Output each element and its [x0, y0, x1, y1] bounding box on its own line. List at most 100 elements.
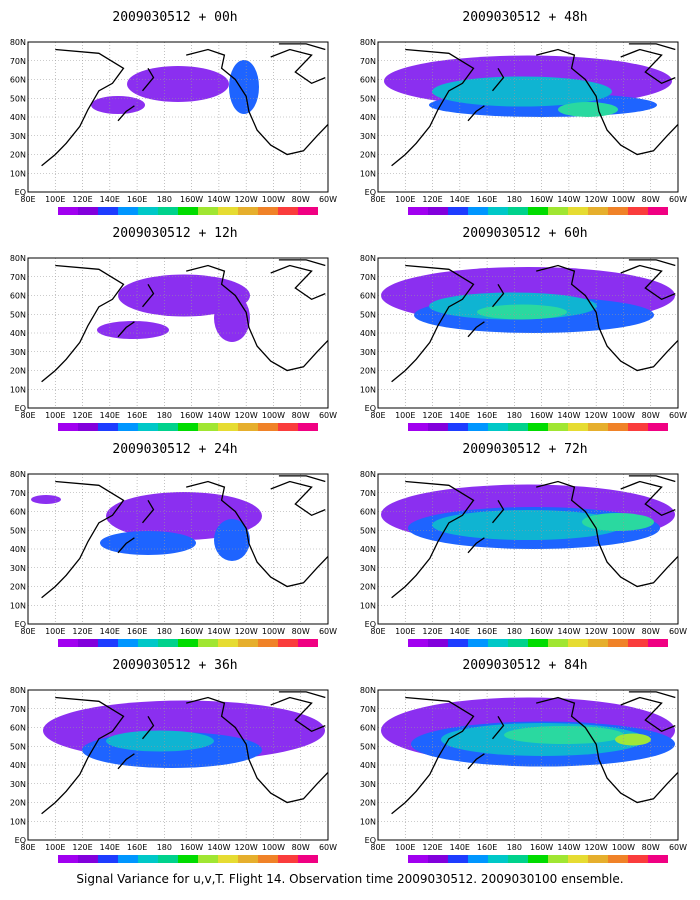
lat-tick-label: 70N	[360, 273, 376, 282]
lat-tick-label: 80N	[10, 470, 26, 479]
map-frame	[27, 473, 329, 625]
lat-tick-label: 10N	[360, 817, 376, 826]
lon-tick-label: 140E	[100, 843, 120, 852]
colorbar-label: 11	[574, 433, 582, 434]
colorbar-label: 5.1	[143, 649, 153, 650]
lon-tick-label: 180	[507, 411, 522, 420]
coastline	[278, 43, 326, 51]
colorbar-swatch	[138, 423, 158, 431]
colorbar-swatch	[648, 423, 668, 431]
colorbar-swatch	[508, 639, 528, 647]
colorbar-swatch	[568, 207, 588, 215]
lon-tick-label: 140E	[450, 411, 470, 420]
colorbar-swatch	[278, 855, 298, 863]
colorbar-swatch	[508, 207, 528, 215]
lat-tick-label: 20N	[10, 583, 26, 592]
map-plot-24h: 80E 100E 120E 140E 160E 180 160W 140W 120W 100W 80…	[10, 470, 340, 650]
colorbar-swatch	[238, 855, 258, 863]
colorbar-label: 6.3	[163, 649, 173, 650]
colorbar-swatch	[648, 207, 668, 215]
lon-tick-label: 100W	[612, 627, 635, 636]
colorbar-label: 14	[594, 217, 602, 218]
colorbar-swatch	[648, 639, 668, 647]
colorbar-swatch	[98, 423, 118, 431]
lat-tick-label: 30N	[10, 564, 26, 573]
map-frame	[27, 257, 329, 409]
colorbar-swatch	[508, 855, 528, 863]
panel-title: 2009030512 + 00h	[112, 10, 238, 25]
lon-tick-label: 80W	[292, 411, 310, 420]
map-svg: 80E 100E 120E 140E 160E 180 160W 140W 120W 100W 80…	[10, 254, 337, 434]
colorbar-label: 5.1	[493, 865, 503, 866]
colorbar-swatch	[468, 207, 488, 215]
lon-tick-label: 120W	[235, 195, 258, 204]
lat-tick-label: 40N	[360, 113, 376, 122]
variance-region	[97, 321, 169, 339]
lon-tick-label: 160E	[127, 627, 147, 636]
lat-tick-label: 80N	[360, 254, 376, 263]
variance-region	[31, 495, 61, 504]
lat-tick-label: 40N	[10, 545, 26, 554]
lon-tick-label: 80E	[370, 843, 385, 852]
panel-title: 2009030512 + 60h	[462, 226, 588, 241]
lat-tick-label: 40N	[360, 329, 376, 338]
colorbar-swatch	[568, 855, 588, 863]
variance-region	[229, 60, 259, 114]
colorbar-label: 3.1	[453, 217, 463, 218]
coastline	[536, 696, 678, 804]
panel-title: 2009030512 + 12h	[112, 226, 238, 241]
colorbar-label: 14	[244, 649, 252, 650]
colorbar-label: 3.1	[453, 649, 463, 650]
panel-title: 2009030512 + 84h	[462, 658, 588, 673]
lon-tick-label: 100E	[395, 843, 415, 852]
lat-tick-label: EQ	[365, 836, 376, 845]
colorbar-swatch	[218, 639, 238, 647]
colorbar-swatch	[298, 207, 318, 215]
lat-tick-label: 30N	[360, 780, 376, 789]
variance-region	[127, 66, 229, 102]
colorbar-swatch	[528, 207, 548, 215]
colorbar-label: 11	[574, 217, 582, 218]
colorbar-label: 21	[264, 865, 272, 866]
panel-36h: 2009030512 + 36h 80E 100E 120E 140E 160E 180 1…	[10, 658, 340, 866]
lat-tick-label: 30N	[360, 564, 376, 573]
variance-region	[582, 513, 654, 531]
colorbar-label: 14	[594, 649, 602, 650]
map-svg: 80E 100E 120E 140E 160E 180 160W 140W 120W 100W 80…	[360, 254, 687, 434]
lat-tick-label: 50N	[10, 526, 26, 535]
colorbar-label: 14	[594, 865, 602, 866]
colorbar-swatch	[98, 855, 118, 863]
lat-tick-label: EQ	[15, 404, 26, 413]
coastline	[536, 264, 678, 372]
colorbar-swatch	[238, 423, 258, 431]
colorbar-swatch	[408, 855, 428, 863]
colorbar-swatch	[548, 207, 568, 215]
colorbar-swatch	[158, 639, 178, 647]
lat-tick-label: 60N	[360, 292, 376, 301]
colorbar-swatch	[628, 639, 648, 647]
colorbar-label: 2.2	[83, 217, 93, 218]
lon-tick-label: 120W	[235, 411, 258, 420]
variance-region	[432, 76, 612, 107]
colorbar-swatch	[488, 423, 508, 431]
coastline	[492, 283, 505, 308]
panel-00h: 2009030512 + 00h 80E 100E 120E 140E 160E 180 1…	[10, 10, 340, 218]
map-svg: 80E 100E 120E 140E 160E 180 160W 140W 120W 100W 80…	[10, 38, 337, 218]
colorbar-label: 5.1	[143, 433, 153, 434]
lon-tick-label: 120E	[72, 411, 92, 420]
lat-tick-label: 40N	[10, 113, 26, 122]
map-svg: 80E 100E 120E 140E 160E 180 160W 140W 120W 100W 80…	[360, 38, 687, 218]
colorbar-swatch	[448, 423, 468, 431]
lon-tick-label: 60W	[319, 195, 337, 204]
colorbar-label: 5.1	[493, 649, 503, 650]
colorbar-label: 40	[654, 217, 662, 218]
lon-tick-label: 180	[157, 627, 172, 636]
lon-tick-label: 80W	[642, 195, 660, 204]
colorbar-swatch	[158, 207, 178, 215]
coastline	[117, 753, 135, 770]
lat-tick-label: 10N	[360, 169, 376, 178]
colorbar-swatch	[258, 855, 278, 863]
colorbar-swatch	[118, 423, 138, 431]
lon-tick-label: 120E	[422, 843, 442, 852]
panel-title: 2009030512 + 48h	[462, 10, 588, 25]
